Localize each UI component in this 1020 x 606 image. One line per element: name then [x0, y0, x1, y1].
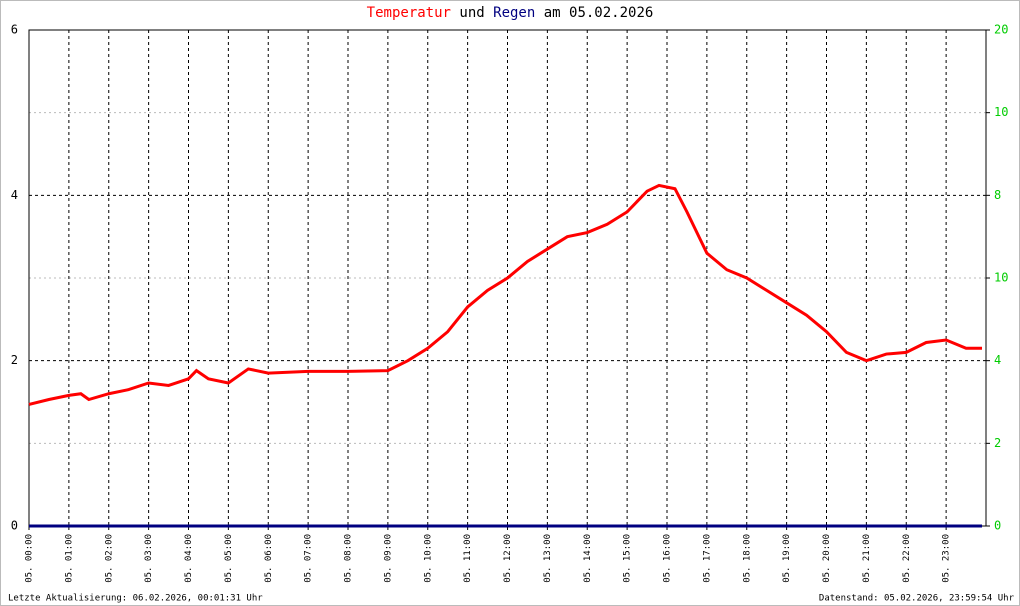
x-tick-label: 05. 02:00 — [104, 534, 114, 583]
title-connector: und — [459, 5, 484, 21]
x-tick-label: 05. 14:00 — [583, 534, 593, 583]
footer-right: Datenstand: 05.02.2026, 23:59:54 Uhr — [819, 594, 1015, 604]
x-tick-label: 05. 06:00 — [264, 534, 274, 583]
y-tick-label: 4 — [11, 188, 18, 202]
title-rain: Regen — [493, 5, 535, 21]
x-tick-label: 05. 18:00 — [742, 534, 752, 583]
x-tick-label: 05. 09:00 — [383, 534, 393, 583]
x-tick-label: 05. 00:00 — [25, 534, 35, 583]
x-tick-label: 05. 23:00 — [942, 534, 952, 583]
x-tick-label: 05. 20:00 — [822, 534, 832, 583]
y2-tick-label: 0 — [994, 519, 1001, 533]
x-tick-label: 05. 16:00 — [663, 534, 673, 583]
y-tick-label: 2 — [11, 353, 18, 367]
title-suffix: am 05.02.2026 — [544, 5, 654, 21]
y2-tick-label: 4 — [994, 353, 1001, 367]
y2-tick-label: 10 — [994, 105, 1008, 119]
x-tick-label: 05. 17:00 — [702, 534, 712, 583]
y-tick-label: 0 — [11, 519, 18, 533]
x-tick-label: 05. 03:00 — [144, 534, 154, 583]
x-tick-label: 05. 21:00 — [862, 534, 872, 583]
x-tick-label: 05. 04:00 — [184, 534, 194, 583]
x-tick-label: 05. 11:00 — [463, 534, 473, 583]
x-tick-label: 05. 15:00 — [623, 534, 633, 583]
x-tick-label: 05. 13:00 — [543, 534, 553, 583]
x-tick-label: 05. 07:00 — [304, 534, 314, 583]
x-tick-label: 05. 01:00 — [64, 534, 74, 583]
series-line — [28, 183, 983, 406]
y2-tick-label: 2 — [994, 436, 1001, 450]
y2-tick-label: 10 — [994, 271, 1008, 285]
x-tick-label: 05. 10:00 — [423, 534, 433, 583]
y2-tick-label: 20 — [994, 23, 1008, 37]
x-tick-label: 05. 22:00 — [902, 534, 912, 583]
y-tick-label: 6 — [11, 23, 18, 37]
title-temp: Temperatur — [367, 5, 451, 21]
x-tick-label: 05. 19:00 — [782, 534, 792, 583]
x-tick-label: 05. 05:00 — [224, 534, 234, 583]
x-tick-label: 05. 12:00 — [503, 534, 513, 583]
x-tick-label: 05. 08:00 — [344, 534, 354, 583]
chart-title: Temperatur und Regen am 05.02.2026 — [367, 5, 654, 21]
y2-tick-label: 8 — [994, 188, 1001, 202]
footer-left: Letzte Aktualisierung: 06.02.2026, 00:01… — [8, 594, 263, 604]
